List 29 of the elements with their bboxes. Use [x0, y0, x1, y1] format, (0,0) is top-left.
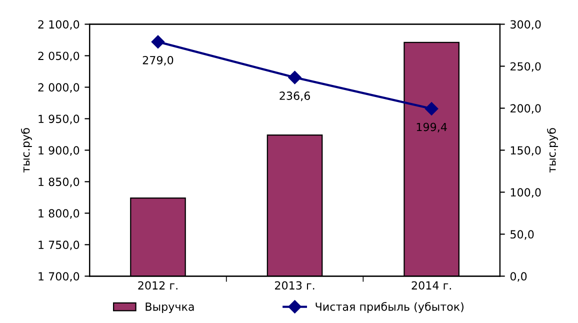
y-tick-label: 1 950,0	[38, 114, 80, 124]
y2-tick-label: 0,0	[510, 272, 527, 282]
y-tick-label: 1 700,0	[38, 272, 80, 282]
y2-tick-label: 150,0	[510, 146, 541, 156]
y-tick-label: 1 900,0	[38, 146, 80, 156]
x-tick-label: 2013 г.	[275, 281, 314, 290]
y-tick-label: 1 750,0	[38, 240, 80, 250]
y-axis-title: тыс.руб	[20, 128, 32, 173]
data-label: 199,4	[416, 122, 447, 132]
y-tick-label: 1 800,0	[38, 209, 80, 219]
y-tick-label: 2 100,0	[38, 20, 80, 30]
y2-tick-label: 250,0	[510, 62, 541, 72]
y2-tick-label: 200,0	[510, 104, 541, 114]
y2-axis-title: тыс.руб	[547, 128, 558, 173]
x-tick-label: 2014 г.	[412, 281, 451, 290]
point	[288, 70, 302, 84]
legend-label: Чистая прибыль (убыток)	[316, 302, 464, 313]
y-tick-label: 2 050,0	[38, 52, 80, 62]
y-tick-label: 2 000,0	[38, 83, 80, 93]
data-label: 279,0	[142, 56, 174, 66]
legend-label: Выручка	[146, 302, 194, 313]
y-tick-label: 1 850,0	[38, 178, 80, 188]
point	[151, 35, 165, 48]
y2-tick-label: 100,0	[510, 188, 541, 198]
y2-tick-label: 50,0	[510, 230, 534, 240]
x-tick-label: 2012 г.	[138, 281, 178, 290]
point	[424, 102, 438, 116]
y2-tick-label: 300,0	[510, 20, 541, 30]
data-label: 236,6	[280, 92, 310, 102]
